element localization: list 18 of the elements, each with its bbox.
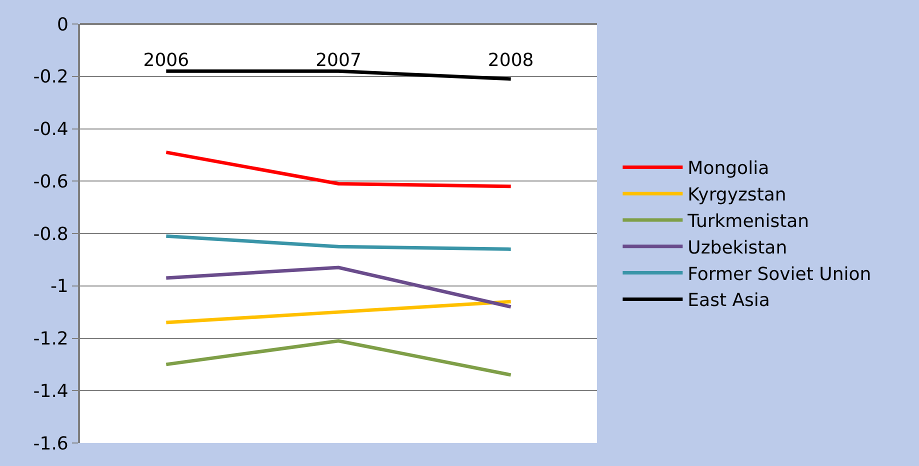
y-tick-label: -0.2 (33, 66, 68, 88)
x-tick-label: 2007 (316, 50, 362, 72)
y-tick-label: -1 (50, 276, 68, 298)
legend-label: Turkmenistan (686, 211, 810, 232)
y-tick-label: -0.4 (33, 119, 68, 140)
legend-label: Kyrgyzstan (688, 184, 786, 206)
y-tick-label: 0 (56, 14, 68, 36)
y-tick-label: -1.6 (33, 433, 68, 454)
y-tick-label: -1.4 (33, 380, 68, 402)
legend-label: Former Soviet Union (688, 264, 872, 285)
legend-label: East Asia (688, 290, 770, 312)
x-tick-label: 2006 (143, 50, 190, 72)
y-tick-label: -0.8 (33, 224, 68, 245)
legend-label: Uzbekistan (688, 237, 788, 258)
x-tick-label: 2008 (488, 50, 534, 72)
y-tick-label: -1.2 (33, 328, 68, 350)
legend-label: Mongolia (688, 158, 770, 180)
y-tick-label: -0.6 (33, 171, 68, 192)
